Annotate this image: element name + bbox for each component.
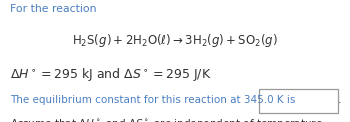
Text: $\mathrm{H_2S}(g) + 2\mathrm{H_2O}(\ell) \rightarrow 3\mathrm{H_2}(g) + \mathrm{: $\mathrm{H_2S}(g) + 2\mathrm{H_2O}(\ell)… bbox=[72, 32, 278, 49]
Text: Assume that $\Delta H^\circ$ and $\Delta S^\circ$ are independent of temperature: Assume that $\Delta H^\circ$ and $\Delta… bbox=[10, 117, 326, 122]
FancyBboxPatch shape bbox=[259, 89, 338, 113]
Text: $\Delta H^\circ = 295\ \mathrm{kJ\ and}\ \Delta S^\circ = 295\ \mathrm{J/K}$: $\Delta H^\circ = 295\ \mathrm{kJ\ and}\… bbox=[10, 66, 212, 83]
Text: For the reaction: For the reaction bbox=[10, 4, 97, 14]
Text: .: . bbox=[338, 95, 341, 105]
Text: The equilibrium constant for this reaction at 345.0 K is: The equilibrium constant for this reacti… bbox=[10, 95, 296, 105]
